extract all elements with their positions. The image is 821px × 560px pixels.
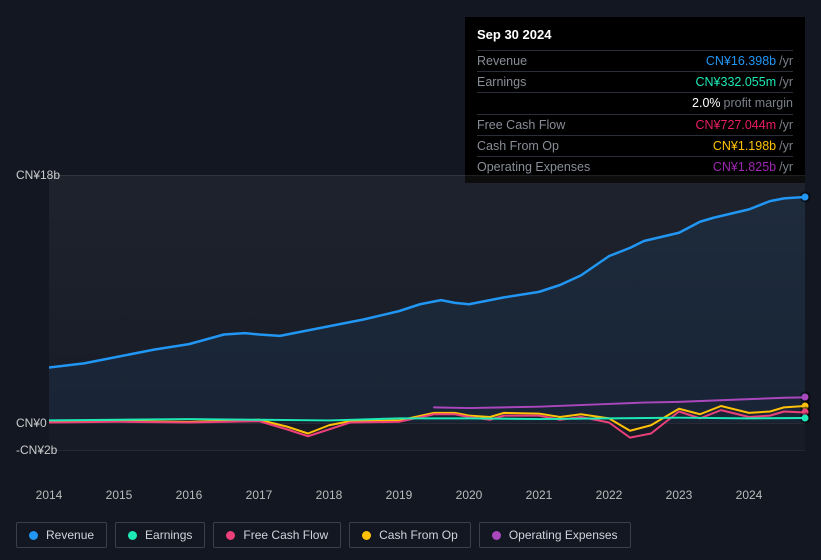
tooltip-row-unit: /yr bbox=[779, 53, 793, 69]
x-tick-label: 2023 bbox=[666, 488, 693, 502]
legend-item[interactable]: Cash From Op bbox=[349, 522, 471, 548]
tooltip-row-unit: profit margin bbox=[724, 95, 793, 111]
tooltip-row-value: CN¥727.044m bbox=[696, 117, 777, 133]
tooltip-row-label: Cash From Op bbox=[477, 138, 713, 154]
tooltip-row: Free Cash FlowCN¥727.044m /yr bbox=[477, 114, 793, 135]
tooltip-row-unit: /yr bbox=[779, 74, 793, 90]
x-tick-label: 2014 bbox=[36, 488, 63, 502]
legend-label: Operating Expenses bbox=[509, 528, 618, 542]
legend-item[interactable]: Revenue bbox=[16, 522, 107, 548]
tooltip-row-label: Revenue bbox=[477, 53, 706, 69]
legend-item[interactable]: Free Cash Flow bbox=[213, 522, 341, 548]
grid-line bbox=[49, 450, 805, 451]
tooltip-row: RevenueCN¥16.398b /yr bbox=[477, 50, 793, 71]
x-tick-label: 2015 bbox=[106, 488, 133, 502]
x-tick-label: 2024 bbox=[736, 488, 763, 502]
legend-item[interactable]: Operating Expenses bbox=[479, 522, 631, 548]
tooltip-date: Sep 30 2024 bbox=[477, 27, 793, 44]
chart-legend: Revenue Earnings Free Cash Flow Cash From O… bbox=[16, 522, 631, 548]
legend-dot bbox=[29, 531, 38, 540]
legend-dot bbox=[226, 531, 235, 540]
x-tick-label: 2016 bbox=[176, 488, 203, 502]
tooltip-row: 2.0% profit margin bbox=[477, 92, 793, 113]
tooltip-row-value: 2.0% bbox=[692, 95, 721, 111]
tooltip-row-label: Earnings bbox=[477, 74, 696, 90]
x-tick-label: 2022 bbox=[596, 488, 623, 502]
chart-plot-area[interactable] bbox=[49, 175, 805, 450]
tooltip-row-label bbox=[477, 95, 692, 111]
tooltip-row-value: CN¥1.198b bbox=[713, 138, 776, 154]
tooltip-row-label: Free Cash Flow bbox=[477, 117, 696, 133]
x-tick-label: 2021 bbox=[526, 488, 553, 502]
legend-label: Earnings bbox=[145, 528, 192, 542]
tooltip-row-unit: /yr bbox=[779, 138, 793, 154]
legend-dot bbox=[362, 531, 371, 540]
x-tick-label: 2017 bbox=[246, 488, 273, 502]
x-tick-label: 2020 bbox=[456, 488, 483, 502]
y-tick-label: CN¥0 bbox=[16, 416, 47, 430]
tooltip-row-unit: /yr bbox=[779, 117, 793, 133]
tooltip-row: Cash From OpCN¥1.198b /yr bbox=[477, 135, 793, 156]
x-tick-label: 2018 bbox=[316, 488, 343, 502]
legend-label: Cash From Op bbox=[379, 528, 458, 542]
x-tick-label: 2019 bbox=[386, 488, 413, 502]
legend-dot bbox=[128, 531, 137, 540]
financial-chart[interactable]: CN¥18bCN¥0-CN¥2b 20142015201620172018201… bbox=[16, 155, 805, 500]
legend-item[interactable]: Earnings bbox=[115, 522, 205, 548]
tooltip-row: EarningsCN¥332.055m /yr bbox=[477, 71, 793, 92]
legend-dot bbox=[492, 531, 501, 540]
legend-label: Revenue bbox=[46, 528, 94, 542]
chart-svg bbox=[49, 175, 805, 450]
tooltip-row-value: CN¥16.398b bbox=[706, 53, 776, 69]
legend-label: Free Cash Flow bbox=[243, 528, 328, 542]
x-axis-labels: 2014201520162017201820192020202120222023… bbox=[49, 488, 805, 508]
tooltip-row-value: CN¥332.055m bbox=[696, 74, 777, 90]
